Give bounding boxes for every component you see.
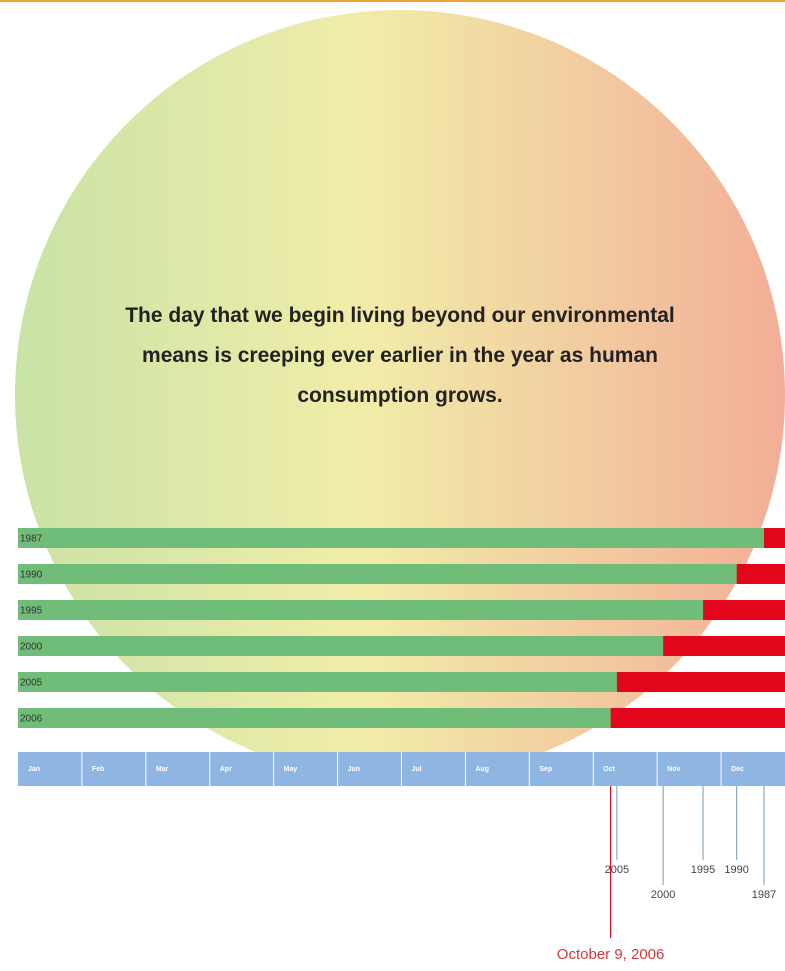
chart-title: The day that we begin living beyond our … <box>125 304 675 407</box>
marker-label: 1987 <box>752 889 776 901</box>
marker-label: 1995 <box>691 864 715 876</box>
globe <box>15 10 785 780</box>
bar <box>18 600 704 620</box>
overshoot-segment <box>736 564 785 584</box>
month-label: Mar <box>156 766 169 773</box>
bar <box>18 564 737 584</box>
marker-label: 1990 <box>724 864 748 876</box>
marker-label: 2005 <box>605 864 629 876</box>
bar-label: 2006 <box>20 714 43 725</box>
annotation: October 9, 2006 <box>557 946 665 963</box>
overshoot-segment <box>763 528 785 548</box>
month-label: Jun <box>348 766 360 773</box>
month-label: Apr <box>220 766 232 773</box>
month-label: May <box>284 766 298 773</box>
bar-label: 1990 <box>20 570 43 581</box>
bar <box>18 672 617 692</box>
overshoot-segment <box>663 636 785 656</box>
month-label: Nov <box>667 766 680 773</box>
month-label: Dec <box>731 766 744 773</box>
month-label: Jul <box>412 766 422 773</box>
month-label: Sep <box>539 766 552 773</box>
overshoot-segment <box>703 600 785 620</box>
marker-label: 2000 <box>651 889 675 901</box>
month-label: Feb <box>92 766 104 773</box>
overshoot-segment <box>616 672 785 692</box>
bar-label: 1987 <box>20 534 43 545</box>
month-label: Jan <box>28 766 40 773</box>
bar-label: 2000 <box>20 642 43 653</box>
bar <box>18 636 664 656</box>
bar <box>18 708 611 728</box>
overshoot-segment <box>610 708 785 728</box>
month-label: Oct <box>603 766 615 773</box>
bar <box>18 528 764 548</box>
bar-label: 1995 <box>20 606 43 617</box>
bar-label: 2005 <box>20 678 43 689</box>
month-label: Aug <box>475 766 489 773</box>
